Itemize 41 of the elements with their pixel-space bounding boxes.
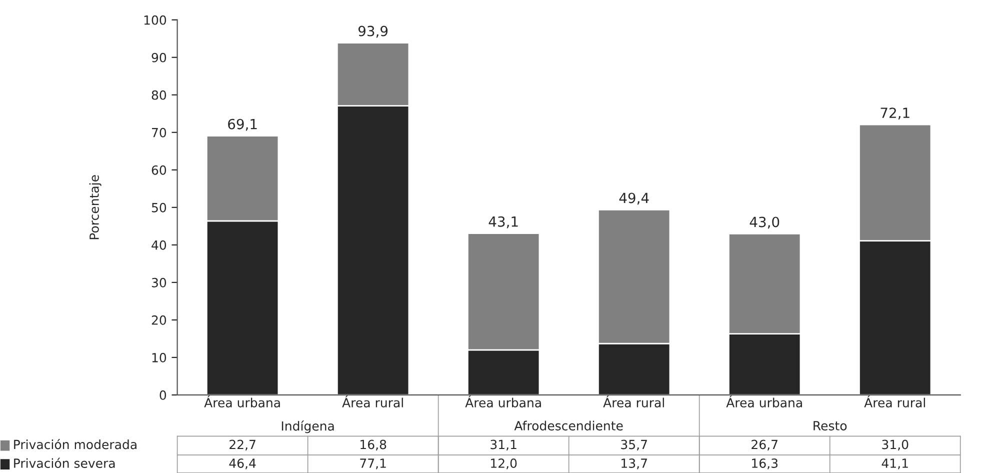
data-label: 77,1	[360, 458, 386, 470]
total-label: 43,1	[488, 216, 518, 228]
x-tick-label: Área urbana	[726, 396, 802, 408]
x-tick-label: Área rural	[342, 396, 403, 408]
x-tick-label: Área urbana	[204, 396, 280, 408]
total-label: 93,9	[358, 26, 388, 38]
text: Afrodescendiente	[514, 420, 623, 430]
data-label: 13,7	[622, 458, 647, 470]
y-tick-label: 40	[152, 240, 166, 250]
data-label: 41,1	[882, 458, 908, 470]
total-label: 69,1	[228, 118, 257, 131]
data-label: 26,7	[752, 440, 778, 450]
legend-label: Privación severa	[14, 458, 115, 468]
y-tick-label: 20	[152, 315, 166, 325]
data-label: 16,8	[360, 440, 386, 450]
y-tick-label: 0	[160, 390, 166, 400]
y-tick-label: 100	[144, 15, 166, 25]
data-label: 12,0	[491, 458, 517, 470]
total-label: 49,4	[619, 192, 649, 205]
data-label: 35,7	[621, 440, 647, 450]
legend-label: Privación moderada	[14, 439, 136, 450]
y-tick-label: 80	[152, 90, 166, 100]
total-label: 43,0	[750, 216, 780, 229]
y-tick-label: 90	[152, 52, 166, 62]
x-tick-label: Área urbana	[465, 396, 541, 408]
x-tick-label: Área rural	[603, 396, 664, 408]
y-tick-label: 10	[152, 352, 166, 362]
y-tick-label: 60	[152, 165, 166, 175]
y-tick-label: 70	[152, 128, 166, 138]
data-label: 46,4	[229, 458, 256, 470]
text: Indígena	[282, 420, 334, 434]
y-tick-label: 50	[152, 202, 166, 212]
data-label: 22,7	[230, 440, 256, 450]
data-label: 16,3	[752, 458, 778, 470]
y-tick-label: 30	[152, 278, 166, 288]
y-axis-title: Porcentaje	[89, 175, 102, 240]
x-tick-label: Área rural	[864, 396, 925, 408]
data-label: 31,1	[490, 440, 516, 450]
data-label: 31,0	[882, 440, 908, 450]
total-label: 72,1	[880, 108, 910, 120]
text: Resto	[814, 421, 847, 430]
